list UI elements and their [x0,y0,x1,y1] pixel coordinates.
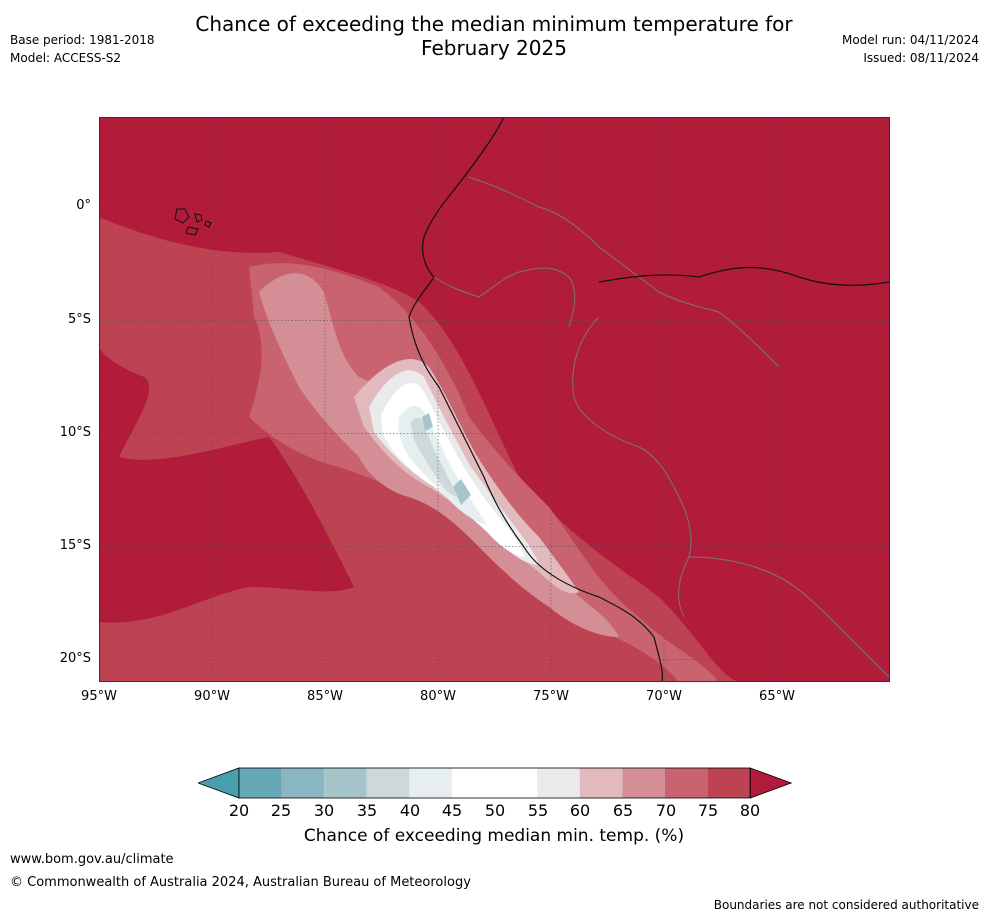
lat-tick-10s: 10°S [59,425,91,440]
colorbar-label-55: 55 [527,801,549,820]
map-title: Chance of exceeding the median minimum t… [0,12,988,60]
colorbar-swatch [622,768,665,798]
colorbar-swatch [366,768,410,798]
colorbar-label-50: 50 [484,801,506,820]
map-panel [99,117,890,682]
colorbar-swatch [665,768,708,798]
lon-tick-95w: 95°W [81,689,117,704]
colorbar-swatch [537,768,580,798]
colorbar-frame [238,767,751,799]
meta-right: Model run: 04/11/2024 Issued: 08/11/2024 [842,31,979,67]
south-america-coastline [408,117,664,682]
model-text: Model: ACCESS-S2 [10,51,122,65]
galapagos-islands [174,208,212,236]
contour-band-30-35-core-north [422,413,433,431]
colorbar-label-80: 80 [739,801,761,820]
colorbar-swatch [239,768,282,798]
colorbar [198,767,792,799]
lon-tick-65w: 65°W [759,689,795,704]
colorbar-low-extend [198,767,240,799]
country-border-peru-brazil [572,316,692,618]
colorbar-swatch [707,768,751,798]
lon-tick-70w: 70°W [646,689,682,704]
colorbar-swatch [281,768,325,798]
colorbar-title: Chance of exceeding median min. temp. (%… [303,826,685,846]
country-border-ecuador-peru [433,267,576,328]
colorbar-label-25: 25 [270,801,292,820]
colorbar-swatch [452,768,495,798]
colorbar-label-75: 75 [697,801,719,820]
lon-tick-80w: 80°W [420,689,456,704]
colorbar-swatch [409,768,452,798]
colorbar-swatch [494,768,538,798]
footer-url: www.bom.gov.au/climate [10,852,174,867]
model-run-text: Model run: 04/11/2024 [841,33,979,47]
country-border-colombia [468,176,780,368]
colorbar-label-45: 45 [441,801,463,820]
colorbar-label-35: 35 [356,801,378,820]
contour-band-30-35-core-south [453,479,471,505]
lat-tick-20s: 20°S [59,651,91,666]
country-border-bolivia [688,556,890,678]
lon-tick-75w: 75°W [533,689,569,704]
footer-copyright: © Commonwealth of Australia 2024, Austra… [10,875,471,890]
colorbar-label-65: 65 [612,801,634,820]
lat-tick-5s: 5°S [67,312,91,327]
map-frame [99,117,890,682]
colorbar-label-30: 30 [313,801,335,820]
meta-left: Base period: 1981-2018 Model: ACCESS-S2 [10,31,155,67]
colorbar-swatch [324,768,367,798]
map-graticule [99,117,890,682]
colorbar-swatch [579,768,623,798]
lon-tick-90w: 90°W [194,689,230,704]
colorbar-label-70: 70 [655,801,677,820]
lat-tick-0: 0° [76,198,91,213]
colorbar-label-40: 40 [399,801,421,820]
amazon-river-line [598,266,890,286]
lon-tick-85w: 85°W [307,689,343,704]
lat-tick-15s: 15°S [59,538,91,553]
base-period-text: Base period: 1981-2018 [10,33,155,47]
map-contours [99,117,890,682]
contour-band-35-40 [411,417,457,497]
footer-boundaries-note: Boundaries are not considered authoritat… [713,898,979,912]
title-line-1: Chance of exceeding the median minimum t… [195,12,793,36]
issued-text: Issued: 08/11/2024 [863,51,979,65]
title-line-2: February 2025 [421,36,567,60]
colorbar-label-60: 60 [569,801,591,820]
colorbar-high-extend [749,767,792,799]
colorbar-label-20: 20 [228,801,250,820]
